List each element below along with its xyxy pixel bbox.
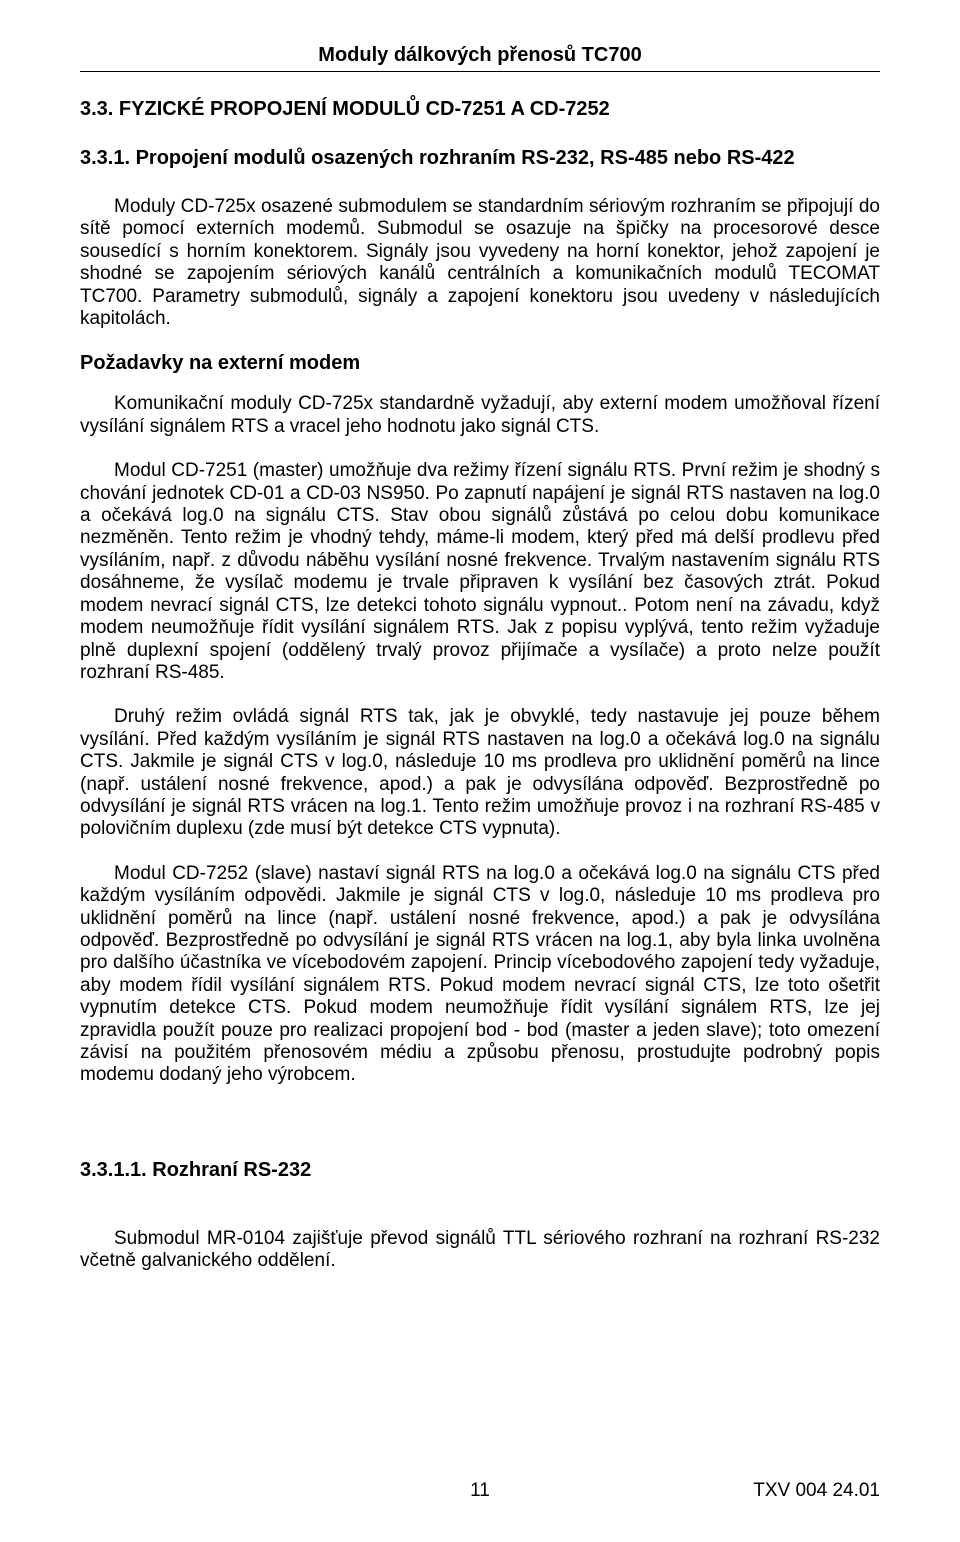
subsection-title-3-3-1-1: 3.3.1.1. Rozhraní RS-232	[80, 1159, 880, 1182]
page-header-title: Moduly dálkových přenosů TC700	[80, 44, 880, 72]
document-code: TXV 004 24.01	[753, 1480, 880, 1502]
page-number: 11	[470, 1480, 490, 1502]
page-footer: 11 TXV 004 24.01	[80, 1480, 880, 1502]
paragraph: Submodul MR-0104 zajišťuje převod signál…	[80, 1228, 880, 1273]
subsection-title-3-3-1: 3.3.1. Propojení modulů osazených rozhra…	[80, 147, 880, 170]
section-title: 3.3. FYZICKÉ PROPOJENÍ MODULŮ CD-7251 A …	[80, 98, 880, 121]
paragraph: Druhý režim ovládá signál RTS tak, jak j…	[80, 706, 880, 840]
paragraph: Modul CD-7252 (slave) nastaví signál RTS…	[80, 863, 880, 1087]
requirements-heading: Požadavky na externí modem	[80, 352, 880, 375]
paragraph: Komunikační moduly CD-725x standardně vy…	[80, 393, 880, 438]
paragraph: Modul CD-7251 (master) umožňuje dva reži…	[80, 460, 880, 684]
paragraph: Moduly CD-725x osazené submodulem se sta…	[80, 196, 880, 330]
